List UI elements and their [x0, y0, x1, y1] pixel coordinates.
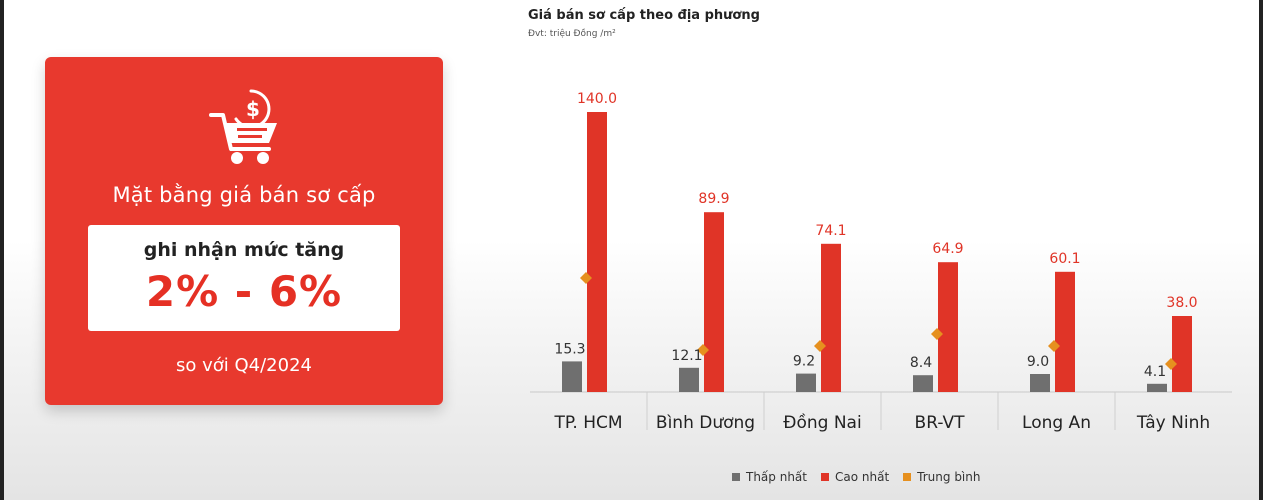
- bar-min-2: [796, 373, 816, 392]
- category-label-1: Bình Dương: [656, 413, 755, 433]
- increase-caption: ghi nhận mức tăng: [143, 239, 345, 261]
- bar-min-0: [562, 361, 582, 392]
- legend-label-min: Thấp nhất: [746, 470, 807, 484]
- label-min-2: 9.2: [793, 354, 815, 370]
- bar-max-1: [704, 212, 724, 392]
- label-max-4: 60.1: [1049, 251, 1080, 267]
- avg-marker-4: [1048, 340, 1060, 352]
- bar-min-5: [1147, 383, 1167, 392]
- category-label-2: Đồng Nai: [783, 412, 861, 433]
- avg-marker-0: [580, 272, 592, 284]
- legend-item-min: Thấp nhất: [732, 470, 807, 484]
- category-label-3: BR-VT: [915, 413, 966, 433]
- chart-unit: Đvt: triệu Đồng /m²: [528, 29, 616, 39]
- bar-min-3: [913, 375, 933, 392]
- avg-marker-3: [931, 328, 943, 340]
- label-max-5: 38.0: [1166, 295, 1197, 311]
- category-label-0: TP. HCM: [553, 413, 622, 433]
- legend-label-avg: Trung bình: [917, 470, 981, 484]
- bar-min-4: [1030, 374, 1050, 392]
- label-max-2: 74.1: [815, 223, 846, 239]
- label-min-4: 9.0: [1027, 354, 1049, 370]
- svg-text:$: $: [246, 97, 260, 121]
- increase-range: 2% - 6%: [145, 267, 343, 316]
- bar-max-0: [587, 112, 607, 392]
- avg-marker-5: [1165, 358, 1177, 370]
- label-min-3: 8.4: [910, 355, 932, 371]
- summary-card: $ Mặt bằng giá bán sơ cấp ghi nhận mức t…: [45, 57, 443, 405]
- label-min-1: 12.1: [671, 348, 702, 364]
- category-label-5: Tây Ninh: [1136, 413, 1210, 433]
- legend-swatch-min: [732, 473, 740, 481]
- label-min-0: 15.3: [554, 341, 585, 357]
- legend-item-max: Cao nhất: [821, 470, 889, 484]
- legend-label-max: Cao nhất: [835, 470, 890, 484]
- legend-swatch-max: [821, 473, 829, 481]
- label-max-0: 140.0: [577, 91, 617, 107]
- shopping-cart-dollar-icon: $: [209, 89, 277, 164]
- avg-marker-2: [814, 340, 826, 352]
- comparison-note: so với Q4/2024: [176, 355, 312, 376]
- chart-title: Giá bán sơ cấp theo địa phương: [528, 8, 760, 23]
- legend-swatch-avg: [903, 473, 912, 481]
- avg-marker-1: [697, 344, 709, 356]
- increase-box: ghi nhận mức tăng 2% - 6%: [88, 225, 400, 331]
- bar-max-5: [1172, 316, 1192, 392]
- bar-max-2: [821, 243, 841, 392]
- label-max-1: 89.9: [698, 191, 729, 207]
- bar-min-1: [679, 367, 699, 392]
- frame-left: [0, 0, 4, 500]
- frame-right: [1259, 0, 1263, 500]
- label-min-5: 4.1: [1144, 364, 1166, 380]
- label-max-3: 64.9: [932, 241, 963, 257]
- price-bar-chart: 15.3 140.0 TP. HCM 12.1 89.9 Bình Dương 9.2 74.…: [530, 91, 1232, 433]
- category-label-4: Long An: [1022, 413, 1091, 433]
- bar-max-3: [938, 262, 958, 392]
- card-heading: Mặt bằng giá bán sơ cấp: [112, 183, 376, 207]
- chart-legend: Thấp nhất Cao nhất Trung bình: [732, 470, 980, 484]
- bar-max-4: [1055, 271, 1075, 392]
- legend-item-avg: Trung bình: [903, 470, 980, 484]
